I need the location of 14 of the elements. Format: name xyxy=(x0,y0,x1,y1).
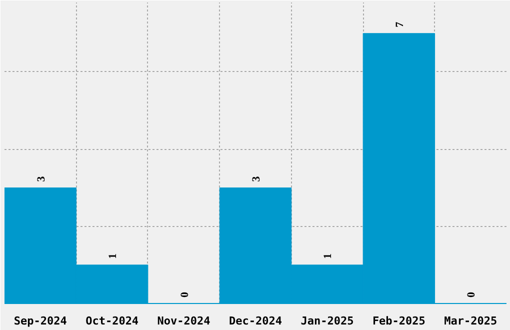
data-label: 3 xyxy=(35,176,48,182)
x-tick-label: Dec-2024 xyxy=(229,314,282,328)
x-tick-label: Feb-2025 xyxy=(372,314,426,328)
data-label: 3 xyxy=(250,176,262,182)
data-label: 0 xyxy=(178,291,191,298)
x-tick-label: Nov-2024 xyxy=(157,314,211,328)
x-tick-label: Oct-2024 xyxy=(86,314,139,328)
x-tick-label: Sep-2024 xyxy=(14,314,68,328)
data-label: 7 xyxy=(394,21,406,28)
data-label: 1 xyxy=(322,253,334,259)
data-label: 1 xyxy=(107,253,120,259)
x-tick-label: Jan-2025 xyxy=(300,314,354,328)
x-tick-label: Mar-2025 xyxy=(444,314,498,328)
data-label: 0 xyxy=(466,291,478,298)
